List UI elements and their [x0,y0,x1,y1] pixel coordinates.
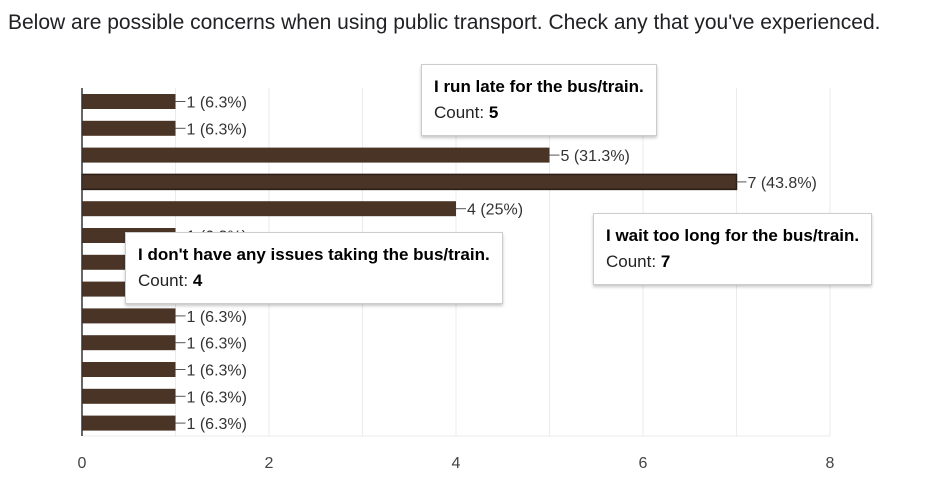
x-tick-label: 8 [826,455,835,472]
tooltip-title: I don't have any issues taking the bus/t… [138,245,490,264]
data-label: 7 (43.8%) [748,175,817,192]
x-tick-label: 6 [639,455,648,472]
x-tick-label: 4 [452,455,461,472]
bar[interactable] [82,120,176,136]
data-label: 1 (6.3%) [187,363,247,380]
bar[interactable] [82,94,176,109]
bar[interactable] [82,362,176,377]
x-tick-label: 0 [78,455,87,472]
bar[interactable] [82,201,456,217]
data-label: 5 (31.3%) [561,148,630,165]
x-tick-label: 2 [265,455,274,472]
tooltip-title: I wait too long for the bus/train. [606,226,860,245]
tooltip-count-value: 5 [488,103,499,122]
tooltip-count-label: Count: [606,252,661,271]
bar[interactable] [82,415,176,431]
bar[interactable] [82,147,550,163]
bar[interactable] [82,335,176,351]
tooltip-no-issues: I don't have any issues taking the bus/t… [125,232,503,304]
question-text: Below are possible concerns when using p… [8,11,881,34]
bar[interactable] [82,308,176,324]
data-label: 4 (25%) [467,202,523,219]
data-label: 1 (6.3%) [187,309,247,326]
axes: 0 2 4 6 8 [78,88,835,472]
bar[interactable] [81,173,738,191]
tooltip-run-late: I run late for the bus/train. Count: 5 [421,64,657,136]
tooltip-wait-too-long: I wait too long for the bus/train. Count… [593,213,873,285]
tooltip-count: Count: 5 [434,100,644,126]
bar[interactable] [82,388,176,404]
data-label: 1 (6.3%) [187,336,247,353]
data-label: 1 (6.3%) [187,121,247,138]
tooltip-title: I run late for the bus/train. [434,77,644,96]
tooltip-count-label: Count: [434,103,489,122]
tooltip-count: Count: 4 [138,268,490,294]
tooltip-count-label: Count: [138,271,193,290]
tooltip-count-value: 7 [660,252,671,271]
data-label: 1 (6.3%) [187,95,247,112]
data-label: 1 (6.3%) [187,389,247,406]
tooltip-count-value: 4 [192,271,203,290]
data-label: 1 (6.3%) [187,416,247,433]
tooltip-count: Count: 7 [606,249,859,275]
